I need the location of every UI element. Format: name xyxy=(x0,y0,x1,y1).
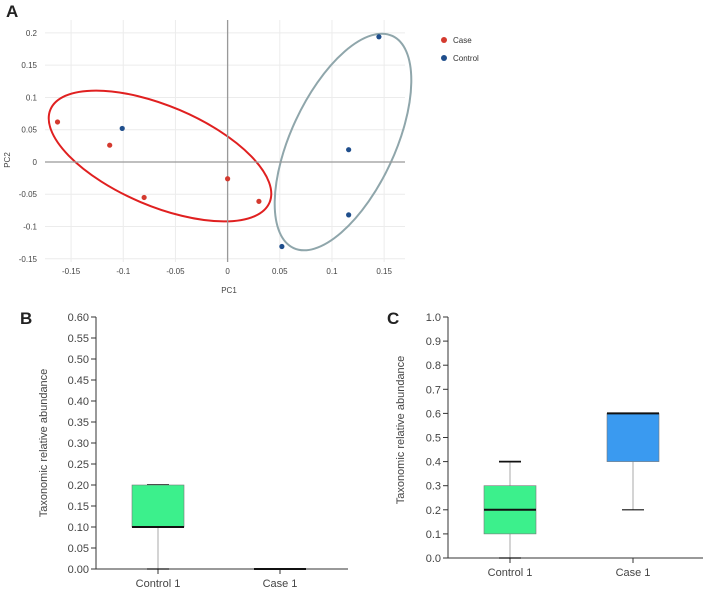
case-point-0 xyxy=(54,119,61,125)
x-tick-label-1: Case 1 xyxy=(616,567,651,579)
y-tick-label-0: 0.2 xyxy=(26,29,38,38)
control-point-0 xyxy=(119,125,125,132)
x-tick-label-5: 0.1 xyxy=(326,267,338,276)
y-tick-label-11: 0.55 xyxy=(68,333,89,345)
panel-a-points xyxy=(54,34,382,250)
panel-a-ellipses xyxy=(47,32,413,252)
y-tick-label-9: 0.9 xyxy=(426,336,441,348)
panel-a-tick-labels: -0.15 -0.1 -0.05 0 0.05 0.1 0.15 0.2 0.15 0.1 0.05… xyxy=(19,29,393,276)
y-tick-label-0: 0.0 xyxy=(426,553,441,565)
y-tick-label-2: 0.1 xyxy=(26,93,38,102)
y-tick-label-5: 0.25 xyxy=(68,459,89,471)
y-tick-label-5: 0.5 xyxy=(426,433,441,445)
panel-a-ylabel: PC2 xyxy=(3,152,12,168)
y-tick-label-8: 0.40 xyxy=(68,396,89,408)
y-tick-label-6: -0.1 xyxy=(23,223,37,232)
y-tick-label-10: 1.0 xyxy=(426,312,441,324)
x-tick-label-2: -0.05 xyxy=(166,267,185,276)
control-point-4 xyxy=(376,34,382,40)
panel-a-legend: Case Control xyxy=(441,36,479,63)
case-point-2 xyxy=(141,194,147,201)
y-tick-label-2: 0.10 xyxy=(68,522,89,534)
case-1-box xyxy=(606,413,660,462)
y-tick-label-5: -0.05 xyxy=(19,190,38,199)
y-tick-label-1: 0.1 xyxy=(426,529,441,541)
control-1-box xyxy=(131,484,185,528)
panel-c-boxes xyxy=(483,412,660,559)
y-tick-label-3: 0.3 xyxy=(426,481,441,493)
legend-control-label: Control xyxy=(453,54,479,63)
legend-case-label: Case xyxy=(453,36,472,45)
control-ellipse xyxy=(273,32,413,252)
y-tick-label-4: 0.20 xyxy=(68,480,89,492)
y-tick-label-12: 0.60 xyxy=(68,312,89,324)
panel-b-boxplot: B 0.000.050.100.150.200.250.300.350.400.… xyxy=(20,309,348,589)
x-tick-label-4: 0.05 xyxy=(272,267,288,276)
panel-b-axes xyxy=(91,316,348,574)
y-tick-label-3: 0.15 xyxy=(68,501,89,513)
panel-a-axes xyxy=(45,20,405,262)
x-tick-label-0: Control 1 xyxy=(136,578,181,589)
panel-b-tick-labels: 0.00 0.05 0.10 0.15 0.20 0.25 0.30 0.35 0.40 0.45… xyxy=(68,312,298,589)
panel-c-axes xyxy=(443,316,703,563)
case-point-4 xyxy=(256,198,262,204)
y-tick-label-3: 0.05 xyxy=(21,126,37,135)
panel-c-ylabel: Taxonomic relative abundance xyxy=(395,356,407,505)
control-point-2 xyxy=(346,147,352,153)
y-tick-label-2: 0.2 xyxy=(426,505,441,517)
panel-c-letter: C xyxy=(387,309,399,328)
y-tick-label-7: 0.7 xyxy=(426,384,441,396)
y-tick-label-9: 0.45 xyxy=(68,375,89,387)
case-point-3 xyxy=(225,176,231,182)
control-point-3 xyxy=(346,212,352,218)
panel-b-letter: B xyxy=(20,309,32,328)
legend-case-marker xyxy=(441,37,447,43)
y-tick-label-1: 0.15 xyxy=(21,61,37,70)
y-tick-label-7: -0.15 xyxy=(19,255,38,264)
y-tick-label-6: 0.30 xyxy=(68,438,89,450)
x-tick-label-1: Case 1 xyxy=(263,578,298,589)
case-ellipse xyxy=(47,89,273,223)
y-tick-label-10: 0.50 xyxy=(68,354,89,366)
control-point-1 xyxy=(279,243,285,250)
y-tick-label-4: 0 xyxy=(33,158,38,167)
panel-a-pca-scatter: A -0.15 -0.1 -0.05 0 0.05 0.1 0.15 0.2 0.15 0.1 0.… xyxy=(3,2,479,295)
x-tick-label-6: 0.15 xyxy=(376,267,392,276)
legend-control-marker xyxy=(441,55,447,61)
y-tick-label-1: 0.05 xyxy=(68,543,89,555)
panel-c-tick-labels: 0.0 0.1 0.2 0.3 0.4 0.5 0.6 0.7 0.8 0.9 1.0 Control… xyxy=(426,312,651,579)
x-tick-label-0: Control 1 xyxy=(488,567,533,579)
panel-a-xlabel: PC1 xyxy=(221,286,237,295)
y-tick-label-8: 0.8 xyxy=(426,360,441,372)
panel-b-boxes xyxy=(131,484,306,570)
y-tick-label-7: 0.35 xyxy=(68,417,89,429)
panel-a-grid xyxy=(45,20,405,262)
y-tick-label-4: 0.4 xyxy=(426,457,441,469)
x-tick-label-1: -0.1 xyxy=(116,267,130,276)
panel-b-ylabel: Taxonomic relative abundance xyxy=(38,369,50,518)
panel-c-boxplot: C 0.0 0.1 0.2 0.3 0.4 0.5 0.6 0.7 0.8 0.9 1.0 Contr… xyxy=(387,309,703,579)
x-tick-label-0: -0.15 xyxy=(62,267,81,276)
panel-a-letter: A xyxy=(6,2,18,21)
y-tick-label-6: 0.6 xyxy=(426,408,441,420)
x-tick-label-3: 0 xyxy=(225,267,230,276)
case-point-1 xyxy=(107,142,113,148)
y-tick-label-0: 0.00 xyxy=(68,564,89,576)
